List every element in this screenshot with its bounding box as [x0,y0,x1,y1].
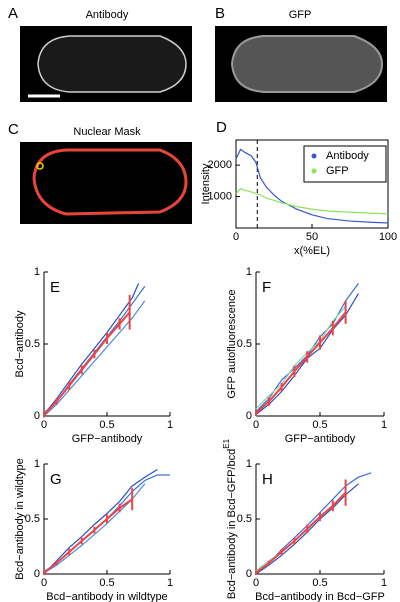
x-tick-label: 1 [167,419,173,431]
x-tick-label: 0 [253,419,259,431]
series-line [235,148,389,224]
series-line [43,468,158,575]
y-axis-label: GFP autofluorescence [226,289,238,398]
panel-letter: G [50,471,62,488]
x-tick-label: 0.5 [99,419,114,431]
series-line [255,283,359,413]
y-tick-label: 0.5 [237,338,252,350]
x-tick-label: 0.5 [99,577,114,589]
x-tick-label: 0.5 [312,577,327,589]
x-tick-label: 0.5 [312,419,327,431]
y-axis-label: Bcd−antibody in Bcd−GFP/bcdE1 [222,438,238,599]
y-tick-label: 1000 [208,190,232,202]
x-tick-label: 0 [41,577,47,589]
series-line [235,188,389,215]
panel-letter: B [215,5,225,22]
y-tick-label: 1 [34,266,40,278]
legend-label: Antibody [326,150,369,162]
x-tick-label: 100 [379,231,397,243]
panel-letter: E [50,279,60,296]
legend-marker [311,153,317,159]
mask-outline [32,148,188,216]
series-line [255,491,347,574]
y-axis-label-sup: E1 [222,438,231,448]
y-axis-label: Bcd−antibody in wildtype [14,458,26,579]
embryo [230,35,384,93]
image-title: GFP [289,9,312,21]
panel-letter: F [262,279,271,296]
y-tick-label: 0 [34,410,40,422]
series-line [43,283,140,415]
y-axis-label-main: Bcd−antibody in Bcd−GFP/bcd [226,449,238,599]
x-tick-label: 0 [41,419,47,431]
x-axis-label: Bcd−antibody in Bcd−GFP [255,591,385,602]
y-tick-label: 0.5 [25,338,40,350]
x-axis-label: Bcd−antibody in wildtype [46,591,167,602]
series-line [43,311,131,416]
y-tick-label: 1 [246,266,252,278]
image-title: Antibody [86,9,129,21]
y-tick-label: 0.5 [237,513,252,525]
y-tick-label: 0 [246,568,252,580]
panel-letter: C [8,121,19,138]
x-tick-label: 1 [167,577,173,589]
x-tick-label: 1 [381,419,387,431]
x-tick-label: 0 [253,577,259,589]
y-tick-label: 2000 [208,159,232,171]
embryo [37,35,187,93]
x-axis-label: x(%EL) [294,245,330,257]
x-axis-label: GFP−antibody [72,433,143,445]
y-tick-label: 1 [246,458,252,470]
y-tick-label: 0 [34,568,40,580]
series-line [255,311,347,414]
y-axis-label: Intensity [200,163,212,204]
series-line [255,306,347,410]
y-tick-label: 0 [246,410,252,422]
x-tick-label: 1 [381,577,387,589]
series-line [43,498,133,574]
legend-label: GFP [326,165,349,177]
panel-letter: H [262,471,273,488]
y-tick-label: 1 [34,458,40,470]
x-tick-label: 0 [233,231,239,243]
panel-letter: A [8,5,18,22]
y-tick-label: 0.5 [25,513,40,525]
legend-marker [311,168,317,174]
y-axis-label: Bcd−antibody [14,310,26,377]
legend-box [303,145,387,183]
panel-letter: D [216,119,227,136]
marker [36,162,44,170]
x-axis-label: GFP−antibody [285,433,356,445]
series-line [43,300,146,417]
x-tick-label: 50 [306,231,318,243]
image-title: Nuclear Mask [73,126,141,138]
